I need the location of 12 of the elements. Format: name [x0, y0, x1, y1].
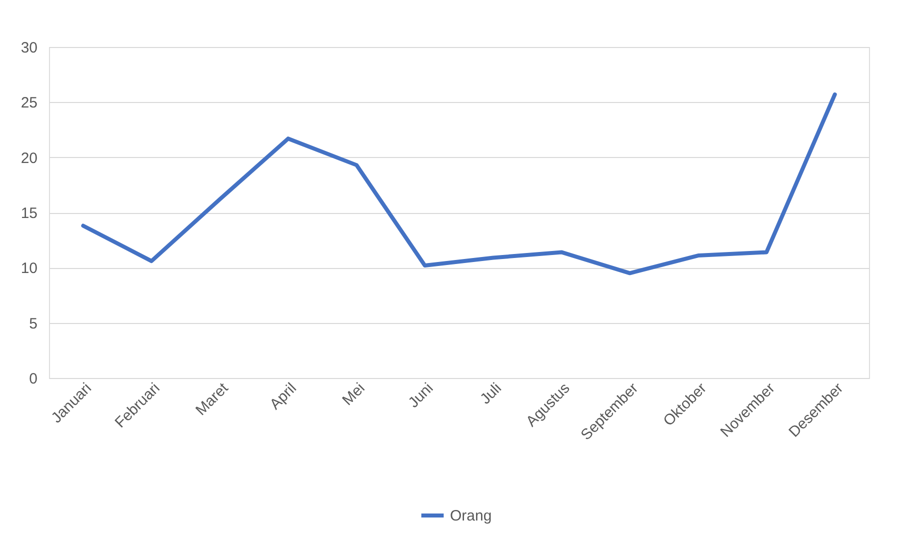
- x-tick-label: Juli: [477, 380, 505, 408]
- y-tick-label: 25: [20, 94, 38, 112]
- x-tick-label: Juni: [405, 380, 437, 412]
- line-series: [81, 92, 837, 276]
- y-tick-label: 0: [29, 370, 38, 388]
- y-tick-label: 10: [20, 260, 38, 278]
- y-tick-label: 15: [20, 205, 38, 222]
- x-tick-label: Mei: [339, 380, 368, 409]
- legend-label: Orang: [450, 508, 492, 524]
- y-tick-label: 5: [29, 315, 38, 332]
- y-tick-label: 30: [20, 40, 38, 56]
- y-tick-label: 20: [20, 150, 38, 167]
